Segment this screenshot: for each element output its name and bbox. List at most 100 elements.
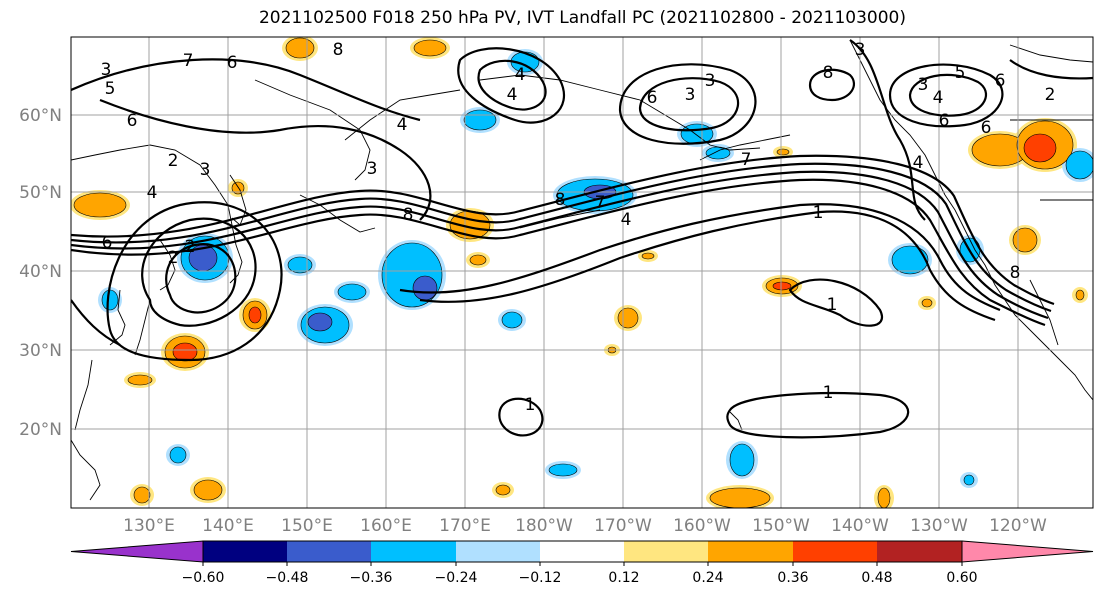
contour-label: 6: [227, 53, 238, 73]
pv-anomaly-area: [891, 245, 929, 275]
contour-label: 2: [168, 151, 179, 171]
pv-anomaly-area: [193, 479, 223, 501]
contour-label: 8: [1010, 263, 1021, 283]
contour-label: 4: [515, 65, 526, 85]
longitude-label: 130°W: [910, 516, 968, 536]
pv-anomaly-area: [1023, 133, 1057, 163]
longitude-label: 140°W: [831, 516, 889, 536]
ivt-contour-layer: [71, 39, 1093, 439]
pv-anomaly-area: [963, 474, 975, 486]
colorbar-tick-label: 0.48: [861, 570, 892, 586]
longitude-label: 170°E: [439, 516, 491, 536]
contour-label: 3: [685, 85, 696, 105]
contour-label: 6: [647, 88, 658, 108]
contour-label: 1: [813, 203, 824, 223]
pv-anomaly-area: [412, 275, 438, 301]
contour-label: 3: [705, 71, 716, 91]
pv-anomaly-area: [248, 306, 262, 324]
contour-label: 3: [200, 160, 211, 180]
contour-label: 4: [147, 183, 158, 203]
colorbar-tick-label: −0.24: [435, 570, 478, 586]
pv-anomaly-area: [101, 289, 119, 311]
contour-label: 6: [981, 118, 992, 138]
colorbar: −0.60 −0.48 −0.36 −0.24 −0.12 0.12 0.24 0.36 0.4…: [70, 540, 1094, 586]
colorbar-segment: [793, 541, 877, 562]
pv-anomaly-area: [1075, 289, 1085, 301]
longitude-label: 120°W: [989, 516, 1047, 536]
pv-anomaly-area: [772, 281, 792, 291]
contour-label: 1: [823, 383, 834, 403]
colorbar-tick-label: −0.36: [350, 570, 393, 586]
pv-anomaly-area: [709, 487, 771, 508]
colorbar-tick-label: 0.12: [608, 570, 639, 586]
longitude-label: 150°W: [752, 516, 810, 536]
pv-anomaly-area: [501, 311, 523, 329]
colorbar-tick-label: 0.36: [777, 570, 808, 586]
contour-label: 4: [621, 210, 632, 230]
colorbar-segment: [540, 541, 624, 562]
pv-anomaly-area: [307, 312, 333, 332]
colorbar-extend-max: [961, 540, 1094, 563]
colorbar-tick-label: 0.60: [946, 570, 977, 586]
pv-anomaly-area: [73, 192, 127, 218]
contour-label: 2: [168, 248, 179, 268]
contour-label: 7: [741, 150, 752, 170]
pv-anomaly-area: [1012, 227, 1038, 253]
colorbar-segment: [371, 541, 456, 562]
contour-label: 4: [933, 88, 944, 108]
contour-label: 7: [595, 193, 606, 213]
pv-anomaly-area: [921, 298, 933, 308]
contour-label: 4: [397, 115, 408, 135]
pv-anomaly-area: [381, 242, 443, 308]
contour-label: 1: [827, 295, 838, 315]
contour-label: 3: [101, 60, 112, 80]
colorbar-segment: [456, 541, 540, 562]
contour-label: 8: [823, 63, 834, 83]
longitude-label: 140°E: [202, 516, 254, 536]
colorbar-segment: [708, 541, 793, 562]
pv-anomaly-area: [729, 443, 755, 477]
contour-label: 6: [127, 111, 138, 131]
contour-label: 8: [555, 190, 566, 210]
pv-anomaly-area: [463, 109, 497, 131]
contour-label: 6: [995, 71, 1006, 91]
pv-anomaly-area: [133, 486, 151, 504]
contour-label: 3: [855, 40, 866, 60]
pv-anomaly-area: [172, 342, 198, 362]
longitude-label: 170°W: [594, 516, 652, 536]
contour-label: 3: [367, 159, 378, 179]
colorbar-outline: [202, 540, 963, 563]
contour-label: 6: [939, 111, 950, 131]
coastline-layer: [71, 39, 1093, 501]
colorbar-segment: [203, 541, 287, 562]
colorbar-segment: [624, 541, 708, 562]
colorbar-extend-min: [70, 540, 204, 563]
pv-anomaly-area: [641, 252, 655, 260]
colorbar-segment: [287, 541, 371, 562]
pv-anomaly-area: [127, 374, 153, 386]
contour-label: 7: [183, 51, 194, 71]
pv-anomaly-area: [617, 307, 639, 329]
colorbar-segment: [877, 541, 962, 562]
longitude-label: 160°W: [673, 516, 731, 536]
graticule: [71, 37, 1093, 508]
pv-anomaly-area: [877, 487, 891, 508]
contour-label: 8: [403, 205, 414, 225]
pv-anomaly-area: [287, 256, 313, 274]
pv-anomaly-area: [776, 148, 790, 156]
contour-label: 4: [913, 153, 924, 173]
contour-label: 4: [507, 85, 518, 105]
map-frame: [70, 36, 1094, 509]
latitude-label: 30°N: [19, 341, 62, 361]
contour-label: 5: [105, 79, 116, 99]
latitude-label: 20°N: [19, 420, 62, 440]
colorbar-tick-label: −0.48: [266, 570, 309, 586]
contour-label: 2: [185, 237, 196, 257]
pv-anomaly-area: [548, 463, 578, 477]
contour-label: 1: [525, 395, 536, 415]
latitude-labels: 60°N 50°N 40°N 30°N 20°N: [19, 106, 62, 440]
contour-label: 6: [102, 233, 113, 253]
